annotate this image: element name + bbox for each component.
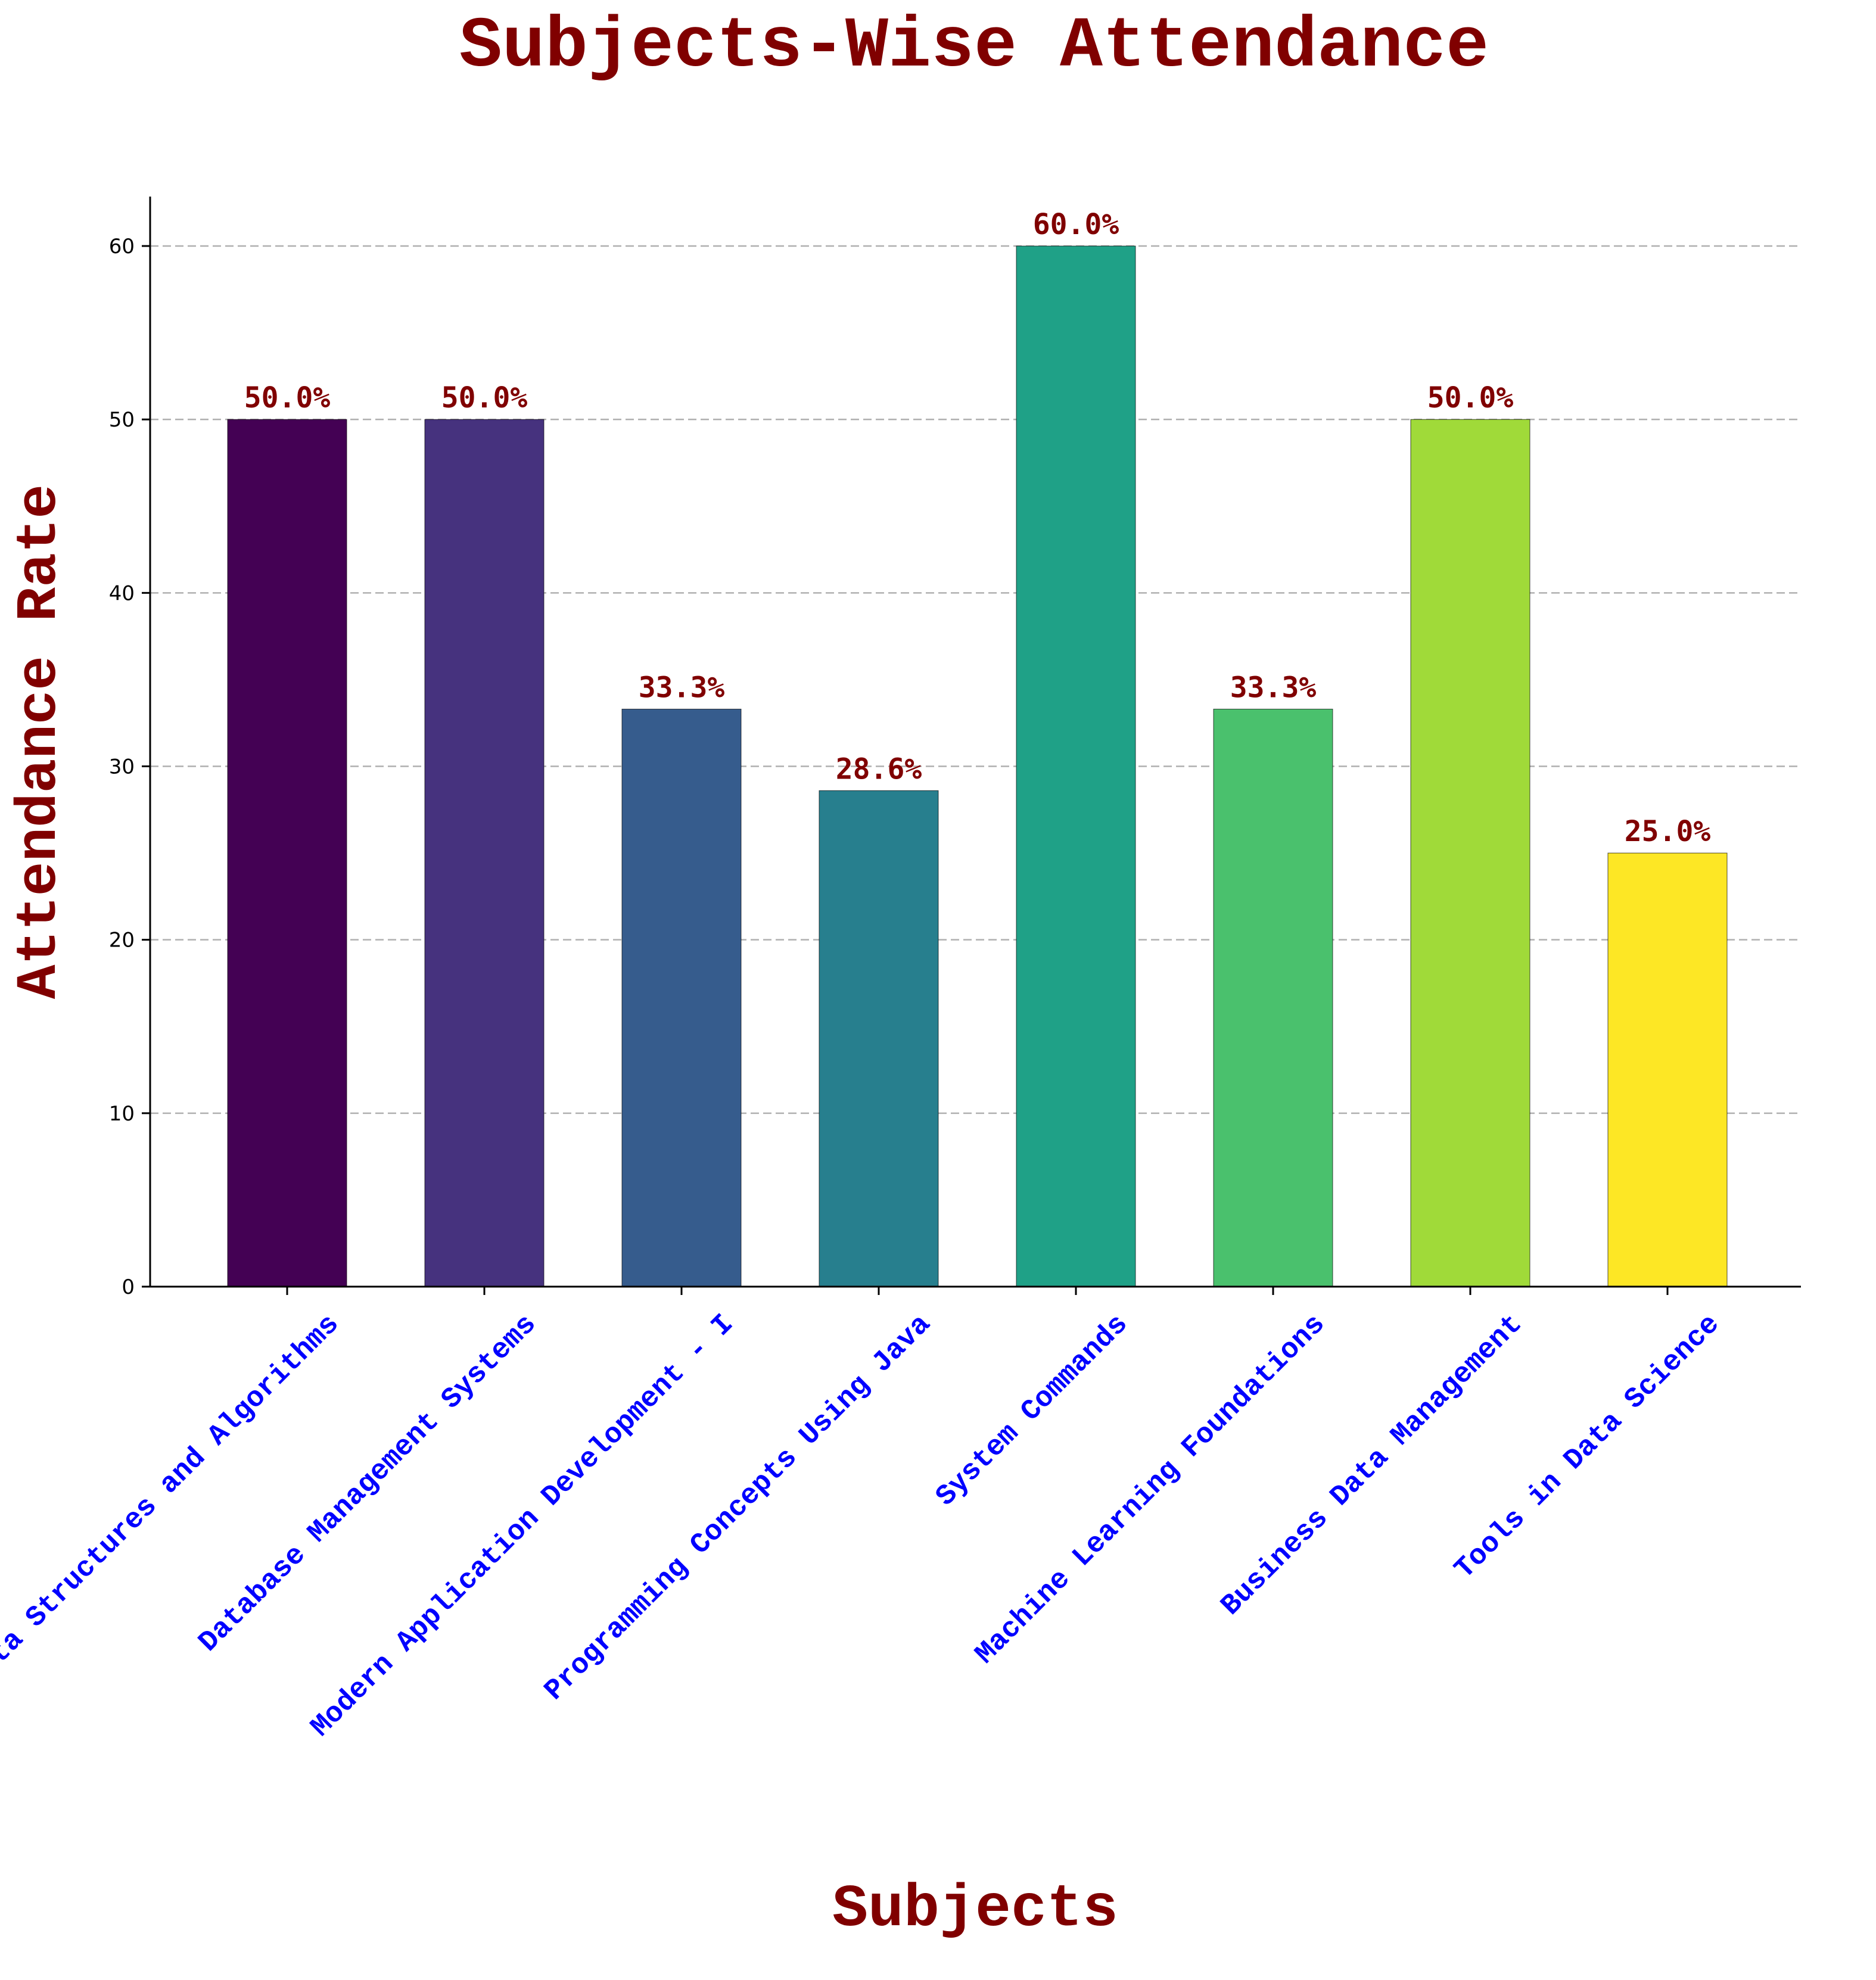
x-tick-label: System Commands bbox=[930, 1308, 1135, 1513]
y-tick-label: 60 bbox=[109, 235, 135, 259]
bars bbox=[227, 245, 1728, 1287]
bar-value-label: 50.0% bbox=[1427, 381, 1514, 415]
y-tick-label: 20 bbox=[109, 929, 135, 952]
bar bbox=[424, 419, 545, 1287]
bar bbox=[1607, 852, 1728, 1287]
bar bbox=[1016, 245, 1136, 1287]
bar-value-label: 60.0% bbox=[1033, 208, 1119, 241]
grid-lines bbox=[150, 245, 1801, 1114]
bar bbox=[1410, 419, 1530, 1287]
y-tick-label: 0 bbox=[122, 1275, 135, 1299]
y-tick-label: 10 bbox=[109, 1102, 135, 1126]
y-tick-label: 30 bbox=[109, 755, 135, 779]
bar-value-label: 33.3% bbox=[639, 671, 725, 704]
bar bbox=[819, 790, 939, 1287]
x-tick-label: Database Management Systems bbox=[192, 1308, 543, 1658]
bar-value-label: 28.6% bbox=[836, 752, 922, 786]
bar-value-label: 50.0% bbox=[244, 381, 331, 415]
bar-value-label: 25.0% bbox=[1625, 815, 1711, 848]
x-tick-label: Machine Learning Foundations bbox=[969, 1308, 1331, 1670]
x-tick-label: Data Structures and Algorithms bbox=[0, 1308, 346, 1695]
y-tick-label: 40 bbox=[109, 581, 135, 605]
y-ticks: 0 10 20 30 40 50 60 bbox=[109, 235, 150, 1299]
value-labels: 50.0% 50.0% 33.3% 28.6% 60.0% 33.3% 50.0% 25.0% bbox=[244, 208, 1711, 848]
x-tick-label: Modern Application Development - I bbox=[305, 1308, 741, 1744]
x-axis-label: Subjects bbox=[832, 1876, 1118, 1944]
bar bbox=[621, 708, 742, 1287]
bar bbox=[227, 419, 347, 1287]
x-tick-label: Programming Concepts Using Java bbox=[539, 1308, 938, 1707]
bar-value-label: 50.0% bbox=[441, 381, 528, 415]
y-tick-label: 50 bbox=[109, 408, 135, 432]
chart-title: Subjects-Wise Attendance bbox=[459, 7, 1489, 88]
bar-value-label: 33.3% bbox=[1230, 671, 1317, 704]
bar bbox=[1213, 708, 1333, 1287]
y-axis-label: Attendance Rate bbox=[7, 484, 72, 999]
